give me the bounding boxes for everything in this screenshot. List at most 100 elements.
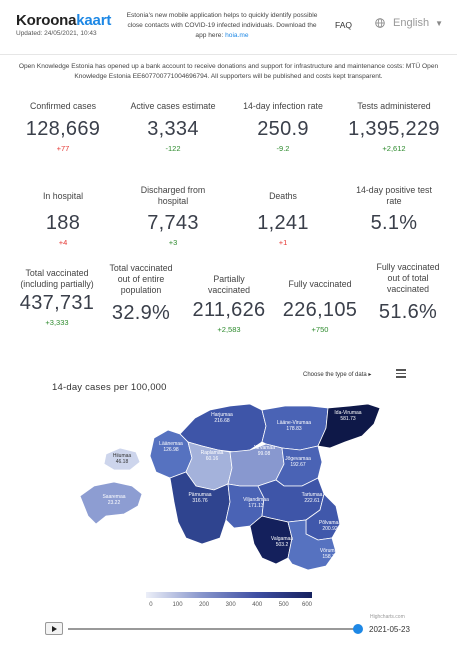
stat-delta: -9.2 [276, 144, 290, 153]
stat-discharged: Discharged from hospital 7,743 +3 [116, 185, 230, 247]
stat-active: Active cases estimate 3,334 -122 [116, 101, 230, 153]
county-value-jarvamaa: 99.08 [258, 451, 271, 457]
language-selector[interactable]: English ▼ [375, 17, 443, 29]
language-label: English [393, 17, 430, 29]
stat-delta: +3 [168, 238, 178, 247]
county-label-valgamaa: Valgamaa [271, 536, 293, 542]
county-value-tartumaa: 222.61 [304, 498, 320, 504]
stat-label: Partially vaccinated [207, 274, 251, 295]
stat-delta: +2,583 [217, 325, 241, 334]
color-legend: 0 100 200 300 400 500 600 [146, 592, 312, 612]
stat-value: 250.9 [257, 118, 309, 140]
stat-label: Total vaccinated out of entire populatio… [109, 263, 173, 295]
county-hiiumaa[interactable] [103, 447, 141, 471]
stat-label: In hospital [42, 191, 84, 201]
stat-value: 128,669 [25, 118, 101, 140]
estonia-map: Harjumaa 216.68 Lääne-Virumaa 178.83 Ida… [79, 403, 381, 571]
header: Koroonakaart Updated: 24/05/2021, 10:43 … [0, 0, 457, 55]
stat-delta: +3,333 [45, 318, 69, 327]
county-saaremaa[interactable] [79, 481, 143, 525]
stat-delta: +750 [311, 325, 329, 334]
menu-icon[interactable] [396, 369, 406, 378]
county-label-harjumaa: Harjumaa [211, 412, 233, 418]
stat-infection-rate: 14-day infection rate 250.9 -9.2 [226, 101, 340, 153]
stat-partially: Partially vaccinated 211,626 +2,583 [172, 274, 286, 334]
county-value-harjumaa: 216.68 [214, 418, 230, 424]
stat-total-vaccinated: Total vaccinated (including partially) 4… [0, 268, 114, 327]
faq-link[interactable]: FAQ [335, 20, 353, 30]
legend-tick: 400 [252, 602, 263, 608]
stat-label: 14-day positive test rate [356, 185, 432, 206]
county-value-jogevamaa: 192.67 [290, 462, 306, 468]
timeline-fill [68, 628, 358, 630]
legend-gradient [146, 592, 312, 598]
county-value-vorumaa: 158.33 [322, 554, 338, 560]
data-type-select[interactable]: Choose the type of data ▸ [303, 371, 371, 378]
legend-tick: 500 [278, 602, 289, 608]
county-value-saaremaa: 23.22 [108, 500, 121, 506]
county-label-ida-virumaa: Ida-Virumaa [334, 410, 361, 416]
chart-credit[interactable]: Highcharts.com [370, 614, 405, 620]
legend-tick: 100 [172, 602, 183, 608]
stat-fully-share: Fully vaccinated out of total vaccinated… [350, 262, 457, 324]
county-value-parnumaa: 316.76 [192, 498, 208, 504]
county-vorumaa[interactable] [287, 519, 337, 571]
timeline-slider[interactable] [68, 628, 358, 630]
county-label-viljandimaa: Viljandimaa [243, 497, 269, 503]
timeline-date: 2021-05-23 [369, 625, 410, 634]
county-label-laanemaa: Läänemaa [159, 441, 183, 447]
logo[interactable]: Koroonakaart [16, 12, 111, 29]
play-icon [51, 625, 57, 632]
stat-delta: +4 [58, 238, 68, 247]
stat-hospital: In hospital 188 +4 [6, 191, 120, 247]
timeline-handle[interactable] [353, 624, 363, 634]
stat-vaccinated-share: Total vaccinated out of entire populatio… [86, 263, 196, 325]
county-label-saaremaa: Saaremaa [102, 494, 125, 500]
county-label-tartumaa: Tartumaa [302, 492, 323, 498]
county-value-ida-virumaa: 581.73 [340, 416, 356, 422]
county-value-hiiumaa: 46.18 [116, 459, 129, 465]
county-ida-virumaa[interactable] [317, 403, 381, 449]
stat-value: 5.1% [370, 212, 418, 234]
logo-accent: kaart [76, 12, 112, 29]
stat-delta: +1 [278, 238, 288, 247]
updated-timestamp: Updated: 24/05/2021, 10:43 [16, 30, 97, 37]
logo-main: Koroona [16, 12, 77, 29]
stat-value: 1,395,229 [348, 118, 440, 140]
legend-tick: 200 [199, 602, 210, 608]
chart-title: 14-day cases per 100,000 [52, 382, 167, 393]
stat-delta: +2,612 [382, 144, 406, 153]
stat-value: 32.9% [111, 302, 171, 324]
data-type-select-label: Choose the type of data [303, 372, 367, 378]
stat-value: 437,731 [19, 292, 95, 314]
county-value-viljandimaa: 171.13 [248, 503, 264, 509]
stat-fully: Fully vaccinated 226,105 +750 [263, 279, 377, 334]
county-label-parnumaa: Pärnumaa [188, 492, 211, 498]
stat-value: 7,743 [147, 212, 199, 234]
stat-label: Discharged from hospital [140, 185, 206, 206]
chevron-down-icon: ▼ [435, 18, 443, 28]
county-label-jarvamaa: Järvamaa [253, 445, 275, 451]
stat-tests: Tests administered 1,395,229 +2,612 [337, 101, 451, 153]
stat-label: Total vaccinated (including partially) [20, 268, 94, 289]
county-label-hiiumaa: Hiiumaa [113, 453, 132, 459]
stat-label: Active cases estimate [130, 101, 216, 111]
stat-value: 3,334 [147, 118, 199, 140]
county-label-polvamaa: Põlvamaa [319, 520, 341, 526]
county-value-polvamaa: 200.92 [322, 526, 338, 532]
stat-label: Tests administered [357, 101, 431, 111]
county-value-raplamaa: 60.16 [206, 456, 219, 462]
county-label-vorumaa: Võrumaa [320, 548, 341, 554]
legend-tick: 0 [149, 602, 153, 608]
hoia-link[interactable]: hoia.me [225, 31, 249, 39]
play-button[interactable] [45, 622, 63, 635]
globe-icon [375, 18, 385, 28]
caret-icon: ▸ [368, 372, 372, 378]
stat-value: 51.6% [378, 301, 438, 323]
county-label-jogevamaa: Jõgevamaa [285, 456, 311, 462]
stat-confirmed: Confirmed cases 128,669 +77 [6, 101, 120, 153]
stat-positive-rate: 14-day positive test rate 5.1% [337, 185, 451, 235]
app-notice: Estonia's new mobile application helps t… [124, 11, 320, 40]
stat-label: Deaths [269, 191, 297, 201]
county-label-laane-virumaa: Lääne-Virumaa [277, 420, 311, 426]
